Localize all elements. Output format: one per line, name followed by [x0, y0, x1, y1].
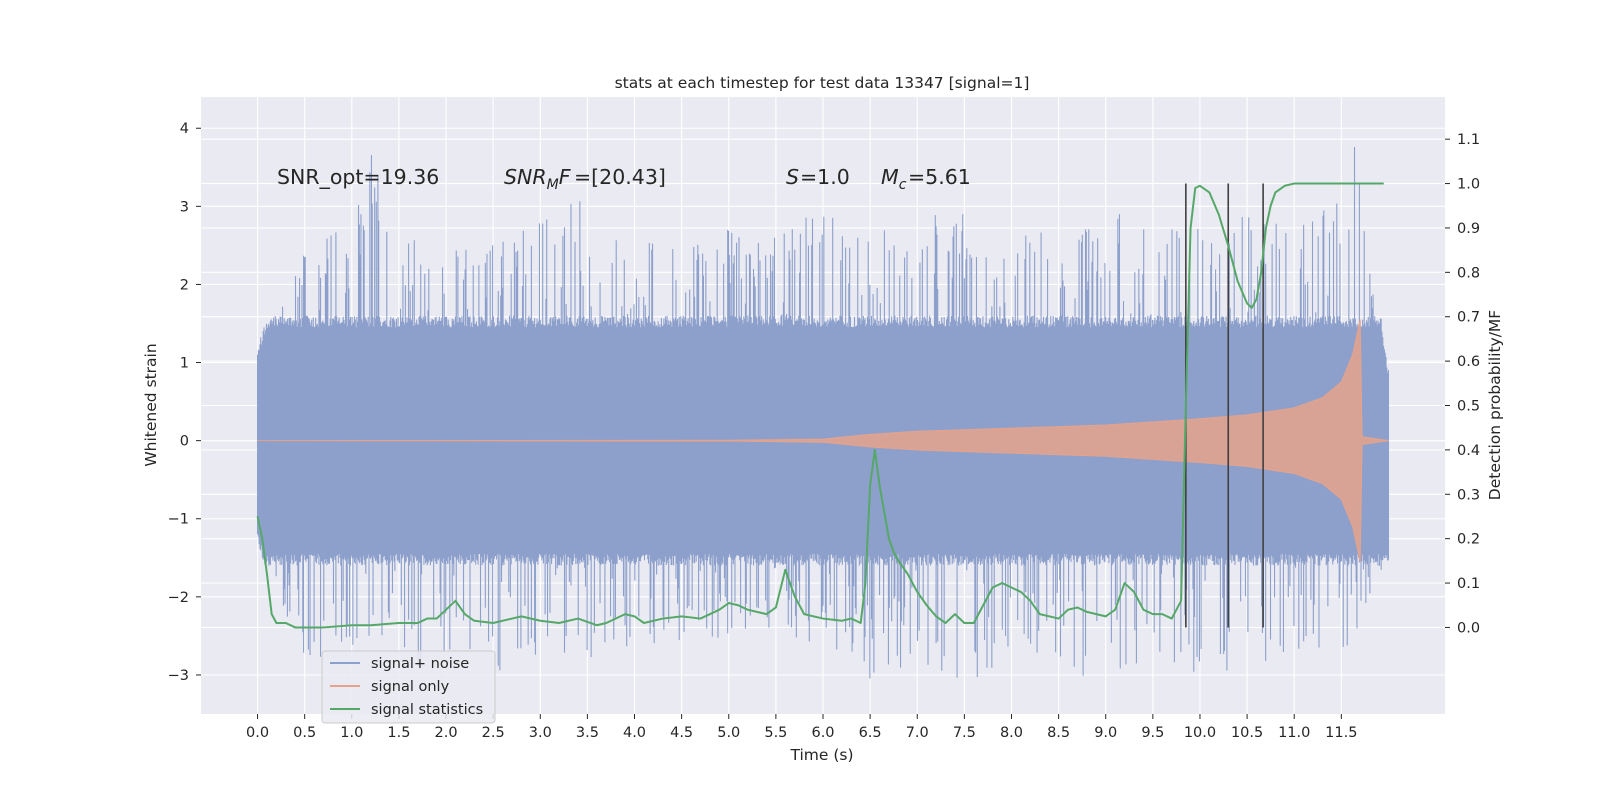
x-tick-label-12: 6.0 [811, 725, 834, 741]
y-left-tick-label-0: −3 [168, 668, 189, 684]
y-left-tick-label-4: 1 [180, 356, 189, 372]
annotation-mc-value: =5.61 [908, 165, 971, 189]
x-tick-label-22: 11.0 [1278, 725, 1310, 741]
x-tick-label-0: 0.0 [246, 725, 269, 741]
y-right-tick-label-5: 0.5 [1457, 399, 1480, 415]
y-right-tick-label-1: 0.1 [1457, 576, 1480, 592]
signal-only-trace [257, 319, 1389, 562]
x-axis: 0.0 0.5 1.0 1.5 2.0 2.5 3.0 3.5 4.0 4.5 5.0 5.5 6.0 6… [246, 714, 1357, 741]
annotation-snr-opt: SNR_opt=19.36 [277, 165, 439, 190]
annotation-s-value: =1.0 [800, 165, 850, 189]
x-tick-label-6: 3.0 [529, 725, 552, 741]
annotation-snr-mf-value: =[20.43] [574, 165, 666, 189]
y-left-tick-label-6: 3 [180, 199, 189, 215]
y-right-tick-label-10: 1.0 [1457, 177, 1480, 193]
chart-title: stats at each timestep for test data 133… [615, 74, 1030, 92]
legend-label-signal-plus-noise: signal+ noise [371, 656, 469, 672]
annotation-snr-mf-symbol: SNRMF [504, 165, 572, 193]
legend-label-signal-statistics: signal statistics [371, 702, 483, 718]
y-right-tick-label-2: 0.2 [1457, 532, 1480, 548]
y-left-tick-label-5: 2 [180, 277, 189, 293]
y-right-tick-label-8: 0.8 [1457, 265, 1480, 281]
x-tick-label-16: 8.0 [1000, 725, 1023, 741]
y-left-tick-label-3: 0 [180, 434, 189, 450]
y-right-tick-label-9: 0.9 [1457, 221, 1480, 237]
x-tick-label-10: 5.0 [717, 725, 740, 741]
y-right-tick-label-7: 0.7 [1457, 310, 1480, 326]
y-right-tick-label-4: 0.4 [1457, 443, 1480, 459]
y-right-tick-label-0: 0.0 [1457, 620, 1480, 636]
x-tick-label-3: 1.5 [387, 725, 410, 741]
legend-label-signal-only: signal only [371, 679, 450, 695]
y-axis-right-label: Detection probability/MF [1486, 310, 1504, 501]
series-signal-only [257, 319, 1389, 562]
x-tick-label-15: 7.5 [953, 725, 976, 741]
x-tick-label-19: 9.5 [1141, 725, 1164, 741]
x-tick-label-2: 1.0 [340, 725, 363, 741]
x-tick-label-23: 11.5 [1325, 725, 1357, 741]
x-tick-label-20: 10.0 [1184, 725, 1216, 741]
annotation-snr-mf: SNRMF =[20.43] [504, 165, 666, 193]
x-tick-label-5: 2.5 [482, 725, 505, 741]
y-right-tick-label-3: 0.3 [1457, 487, 1480, 503]
series-signal-statistics [256, 182, 1384, 629]
x-tick-label-8: 4.0 [623, 725, 646, 741]
x-tick-label-13: 6.5 [859, 725, 882, 741]
annotation-s: S =1.0 [786, 165, 850, 189]
y-axis-right: 0.0 0.1 0.2 0.3 0.4 0.5 0.6 0.7 0.8 0.9 1.0 1.1 [1445, 132, 1480, 636]
x-tick-label-7: 3.5 [576, 725, 599, 741]
signal-statistics-line [256, 182, 1384, 629]
y-left-tick-label-1: −2 [168, 590, 189, 606]
x-tick-label-4: 2.0 [434, 725, 457, 741]
y-left-tick-label-2: −1 [168, 512, 189, 528]
y-right-tick-label-11: 1.1 [1457, 132, 1480, 148]
x-tick-label-9: 4.5 [670, 725, 693, 741]
annotation-s-symbol: S [786, 165, 799, 189]
x-tick-label-1: 0.5 [293, 725, 316, 741]
x-tick-label-14: 7.0 [906, 725, 929, 741]
legend-box [321, 650, 496, 724]
y-axis-left-label: Whitened strain [142, 343, 160, 466]
legend: signal+ noise signal only signal statist… [321, 650, 496, 724]
x-tick-label-21: 10.5 [1231, 725, 1263, 741]
x-tick-label-18: 9.0 [1094, 725, 1117, 741]
annotation-mc-symbol: Mc [881, 165, 907, 193]
x-tick-label-17: 8.5 [1047, 725, 1070, 741]
x-tick-label-11: 5.5 [764, 725, 787, 741]
x-axis-label: Time (s) [789, 746, 853, 764]
annotation-mc: Mc =5.61 [881, 165, 971, 193]
y-left-tick-label-7: 4 [180, 121, 189, 137]
y-right-tick-label-6: 0.6 [1457, 354, 1480, 370]
y-axis-left: −3 −2 −1 0 1 2 3 4 [168, 121, 201, 684]
